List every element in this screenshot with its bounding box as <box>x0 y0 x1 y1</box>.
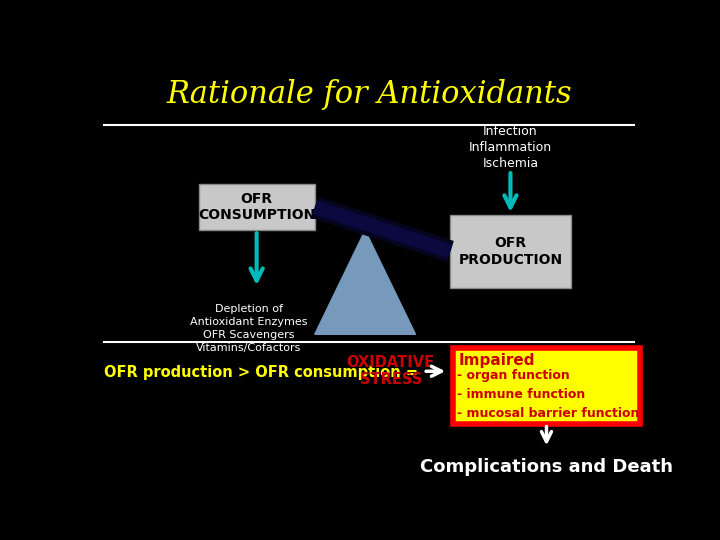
Text: OXIDATIVE
STRESS: OXIDATIVE STRESS <box>346 355 435 388</box>
Text: Rationale for Antioxidants: Rationale for Antioxidants <box>166 78 572 110</box>
FancyBboxPatch shape <box>453 348 640 423</box>
Text: OFR production > OFR consumption =: OFR production > OFR consumption = <box>104 365 418 380</box>
Text: Depletion of
Antioxidant Enzymes
OFR Scavengers
Vitamins/Cofactors: Depletion of Antioxidant Enzymes OFR Sca… <box>190 303 307 353</box>
Text: OFR
CONSUMPTION: OFR CONSUMPTION <box>198 192 315 222</box>
Text: OFR
PRODUCTION: OFR PRODUCTION <box>459 237 562 267</box>
FancyBboxPatch shape <box>199 184 315 231</box>
FancyBboxPatch shape <box>451 215 570 288</box>
Polygon shape <box>315 231 415 334</box>
Text: - organ function
- immune function
- mucosal barrier function: - organ function - immune function - muc… <box>456 369 639 420</box>
Text: Complications and Death: Complications and Death <box>420 458 673 476</box>
Text: Infection
Inflammation
Ischemia: Infection Inflammation Ischemia <box>469 125 552 171</box>
Text: Impaired: Impaired <box>459 353 536 368</box>
